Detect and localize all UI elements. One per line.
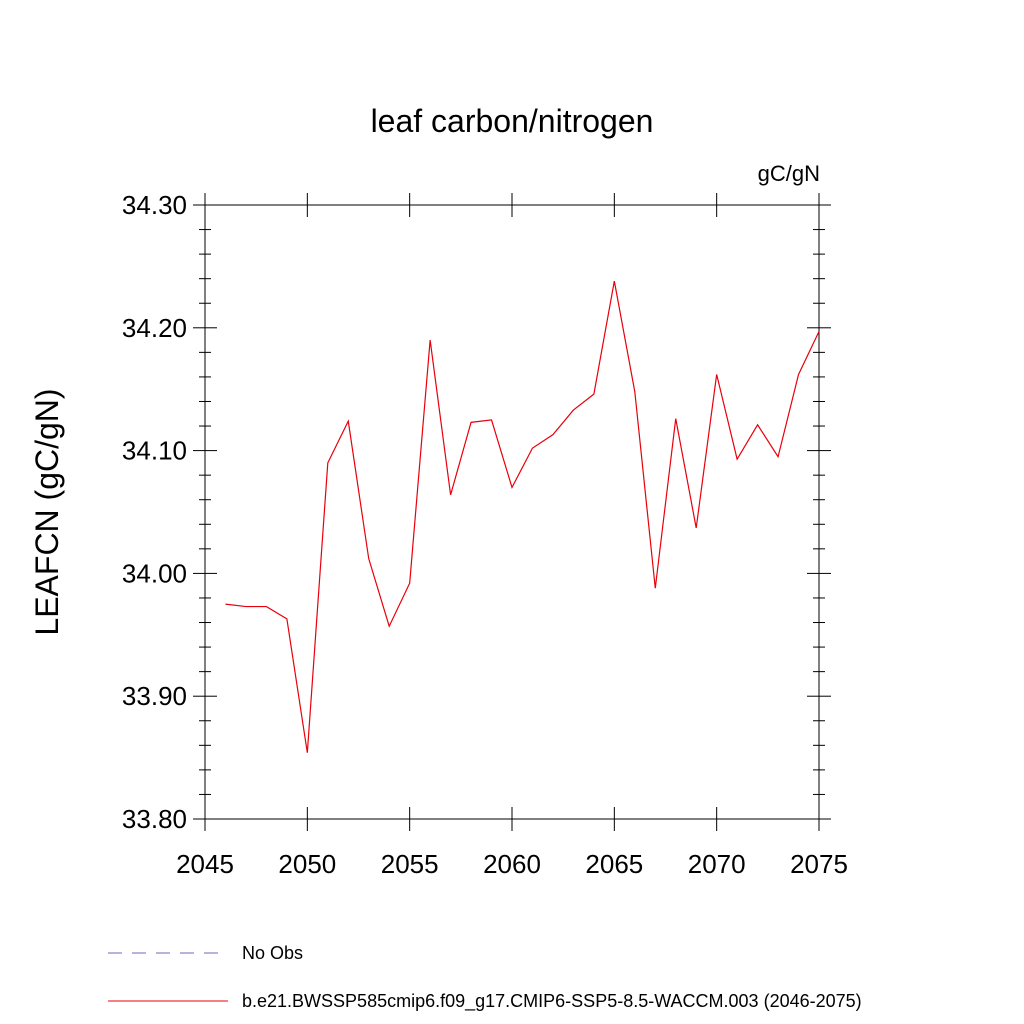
chart-title: leaf carbon/nitrogen [371,103,654,139]
legend-label: No Obs [242,943,303,963]
x-tick-label: 2070 [688,849,746,879]
series-layer [225,281,820,753]
y-tick-label: 34.00 [122,558,187,588]
legend: No Obs b.e21.BWSSP585cmip6.f09_g17.CMIP6-… [108,943,862,1012]
y-tick-label: 34.20 [122,313,187,343]
x-tick-label: 2055 [381,849,439,879]
units-label: gC/gN [758,161,820,186]
y-axis-label: LEAFCN (gC/gN) [29,388,65,635]
x-tick-label: 2050 [278,849,336,879]
x-tick-label: 2075 [790,849,848,879]
x-tick-label: 2060 [483,849,541,879]
legend-label: b.e21.BWSSP585cmip6.f09_g17.CMIP6-SSP5-8… [242,991,862,1012]
axis-ticks: 2045 2050 2055 2060 2065 2070 2075 33.80 33.90 34… [122,190,848,879]
x-tick-label: 2045 [176,849,234,879]
series-line [225,281,820,753]
plot-frame [204,204,820,820]
y-tick-label: 33.90 [122,681,187,711]
y-tick-label: 34.30 [122,190,187,220]
y-tick-label: 34.10 [122,436,187,466]
y-tick-label: 33.80 [122,804,187,834]
x-tick-label: 2065 [585,849,643,879]
